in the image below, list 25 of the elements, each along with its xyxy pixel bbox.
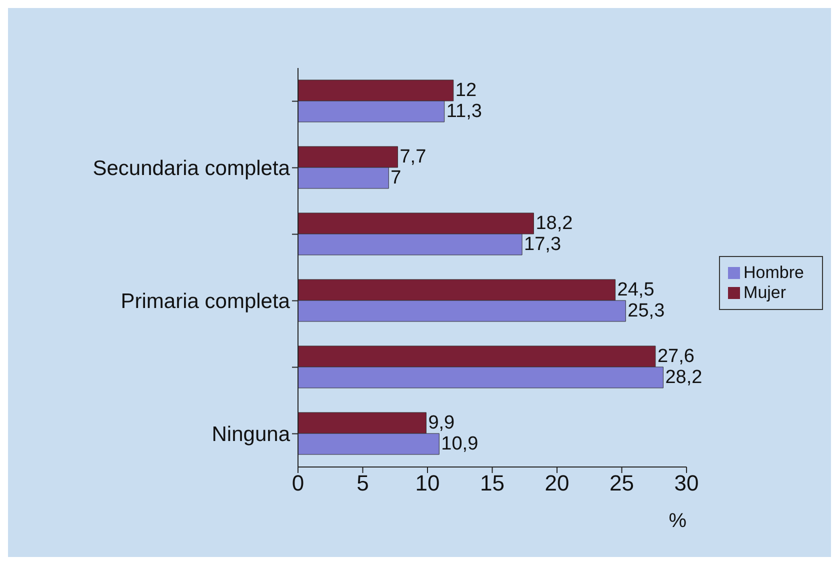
data-label: 25,3 bbox=[628, 300, 665, 322]
x-tick-label: 20 bbox=[544, 470, 570, 496]
data-label: 7,7 bbox=[400, 146, 426, 168]
x-tick-label: 15 bbox=[480, 470, 505, 496]
x-tick-label: 5 bbox=[356, 470, 369, 496]
data-label: 17,3 bbox=[524, 234, 562, 255]
data-label: 12 bbox=[455, 80, 477, 101]
y-tick-label: Primaria completa bbox=[120, 290, 290, 314]
data-label: 28,2 bbox=[665, 366, 702, 388]
data-label: 18,2 bbox=[536, 212, 573, 234]
data-label: 24,5 bbox=[617, 279, 654, 300]
data-label: 27,6 bbox=[657, 346, 694, 367]
x-axis-title: % bbox=[668, 510, 687, 532]
data-label: 10,9 bbox=[441, 433, 478, 454]
legend-label: Hombre bbox=[744, 262, 804, 282]
x-tick-label: 0 bbox=[292, 470, 304, 496]
x-tick-label: 10 bbox=[415, 470, 440, 496]
x-tick-label: 30 bbox=[674, 470, 699, 496]
x-tick-label: 25 bbox=[610, 470, 634, 496]
y-tick-label: Ninguna bbox=[212, 423, 290, 446]
y-tick-label: Secundaria completa bbox=[92, 157, 290, 180]
data-label: 9,9 bbox=[428, 412, 455, 434]
legend-label: Mujer bbox=[744, 282, 786, 302]
data-label: 7 bbox=[390, 167, 402, 188]
data-label: 11,3 bbox=[446, 100, 482, 122]
